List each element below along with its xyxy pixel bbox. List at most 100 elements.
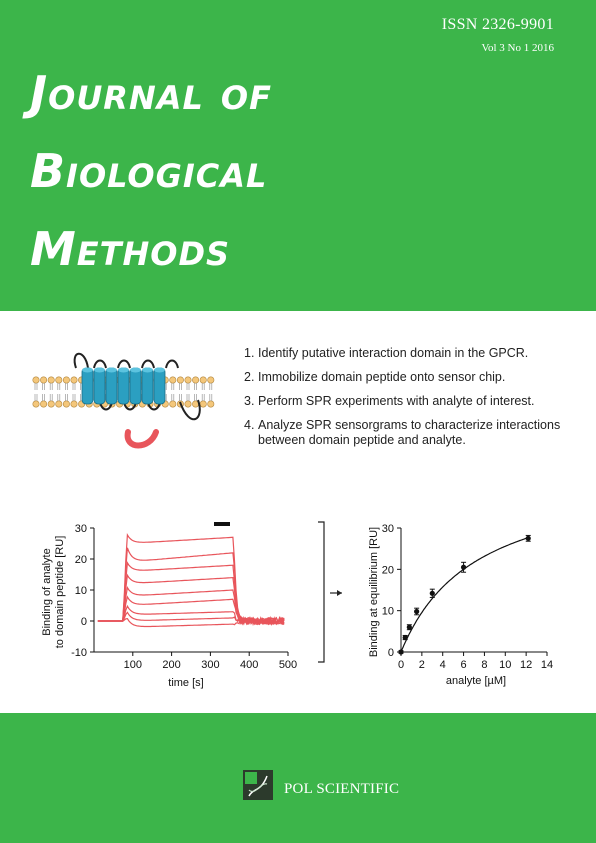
lipid-head — [192, 376, 200, 384]
fit-curve — [400, 536, 530, 653]
y-tick-label: 10 — [75, 585, 87, 597]
y-tick-label: -10 — [71, 647, 87, 659]
data-point — [406, 624, 412, 630]
publisher-logo — [243, 770, 273, 800]
y-axis-label: Binding of analyte — [41, 548, 53, 635]
helix-top — [130, 367, 141, 373]
data-point — [398, 649, 404, 655]
helix — [129, 367, 142, 405]
x-tick-label: 10 — [499, 659, 511, 671]
lipid-head — [47, 400, 55, 408]
x-tick-label: 2 — [419, 659, 425, 671]
extracellular-loops — [93, 359, 179, 369]
x-tick-label: 6 — [461, 659, 467, 671]
sensorgram-curve — [97, 611, 285, 626]
data-point — [402, 634, 408, 641]
helix — [105, 367, 118, 405]
lipid-head — [32, 400, 40, 408]
lipid-head — [169, 400, 177, 408]
lipid-head — [199, 376, 207, 384]
lipid-head — [176, 376, 184, 384]
helix — [81, 367, 94, 405]
helix — [141, 367, 154, 405]
lipid-head — [70, 376, 78, 384]
x-tick-label: 200 — [162, 659, 180, 671]
step-item: 1. Identify putative interaction domain i… — [244, 346, 529, 360]
step-item: 3. Perform SPR experiments with analyte o… — [244, 394, 535, 408]
data-point — [429, 590, 435, 596]
helix-top — [94, 367, 105, 373]
y-tick-label: 30 — [75, 523, 87, 535]
interaction-domain — [124, 429, 159, 449]
lipid-head — [47, 376, 55, 384]
lipid-head — [169, 376, 177, 384]
volume-issue: Vol 3 No 1 2016 — [481, 42, 554, 54]
y-tick-label: 10 — [382, 606, 394, 618]
y-axis-label: to domain peptide [RU] — [54, 536, 66, 649]
x-tick-label: 300 — [201, 659, 219, 671]
lipid-head — [55, 376, 63, 384]
transmembrane-helices — [81, 367, 166, 405]
helix-top — [118, 367, 129, 373]
lipid-head — [70, 400, 78, 408]
helix-top — [106, 367, 117, 373]
lipid-head — [199, 400, 207, 408]
x-tick-label: 4 — [440, 659, 446, 671]
helix — [93, 367, 106, 405]
title-line: Methods — [30, 222, 231, 276]
bracket — [318, 521, 325, 663]
gpcr-membrane-illustration — [32, 352, 215, 449]
data-point — [460, 564, 467, 570]
y-tick-label: 0 — [81, 616, 87, 628]
journal-title: Journal of Biological Methods — [30, 54, 272, 288]
publisher-name: POL SCIENTIFIC — [284, 781, 400, 797]
x-tick-label: 400 — [240, 659, 258, 671]
step-item: 4. Analyze SPR sensorgrams to characteriz… — [244, 418, 561, 447]
binding-curve-chart: Binding at equilibrium [RU] analyte [µM]… — [368, 523, 553, 687]
issn: ISSN 2326-9901 — [441, 16, 554, 33]
title-line: Biological — [30, 144, 268, 198]
arrow-head — [337, 590, 342, 596]
x-tick-label: 0 — [398, 659, 404, 671]
helix — [117, 367, 130, 405]
x-tick-label: 100 — [124, 659, 142, 671]
n-terminus-loop — [73, 352, 89, 369]
step-item: 2. Immobilize domain peptide onto sensor … — [244, 370, 506, 384]
x-tick-label: 500 — [279, 659, 297, 671]
header-band: ISSN 2326-9901 Vol 3 No 1 2016 Journal o… — [0, 0, 596, 311]
x-axis-label: analyte [µM] — [446, 675, 506, 687]
y-axis-label: Binding at equilibrium [RU] — [368, 527, 380, 657]
y-tick-label: 20 — [75, 554, 87, 566]
figure-charts: Binding of analyte to domain peptide [RU… — [41, 521, 553, 689]
lipid-head — [207, 400, 215, 408]
footer-band: POL SCIENTIFIC — [0, 713, 596, 843]
x-tick-label: 8 — [481, 659, 487, 671]
helix — [153, 367, 166, 405]
helix-top — [154, 367, 165, 373]
title-line: Journal of — [30, 66, 272, 120]
x-tick-label: 14 — [541, 659, 553, 671]
lipid-head — [32, 376, 40, 384]
lipid-head — [184, 376, 192, 384]
y-tick-label: 0 — [388, 647, 394, 659]
lipid-head — [40, 400, 48, 408]
helix-top — [142, 367, 153, 373]
injection-bar — [214, 522, 230, 526]
lipid-head — [184, 400, 192, 408]
lipid-head — [62, 400, 70, 408]
c-terminus — [179, 399, 201, 421]
y-tick-label: 30 — [382, 523, 394, 535]
lipid-head — [40, 376, 48, 384]
y-tick-label: 20 — [382, 564, 394, 576]
data-point — [414, 608, 420, 615]
sensorgram-chart: Binding of analyte to domain peptide [RU… — [41, 522, 297, 689]
data-point — [525, 535, 531, 541]
sensorgram-curve — [97, 585, 285, 626]
lipid-head — [207, 376, 215, 384]
sensorgram-curve — [97, 616, 285, 628]
lipid-head — [55, 400, 63, 408]
method-steps: 1. Identify putative interaction domain i… — [244, 346, 584, 457]
helix-top — [82, 367, 93, 373]
x-tick-label: 12 — [520, 659, 532, 671]
lipid-head — [62, 376, 70, 384]
